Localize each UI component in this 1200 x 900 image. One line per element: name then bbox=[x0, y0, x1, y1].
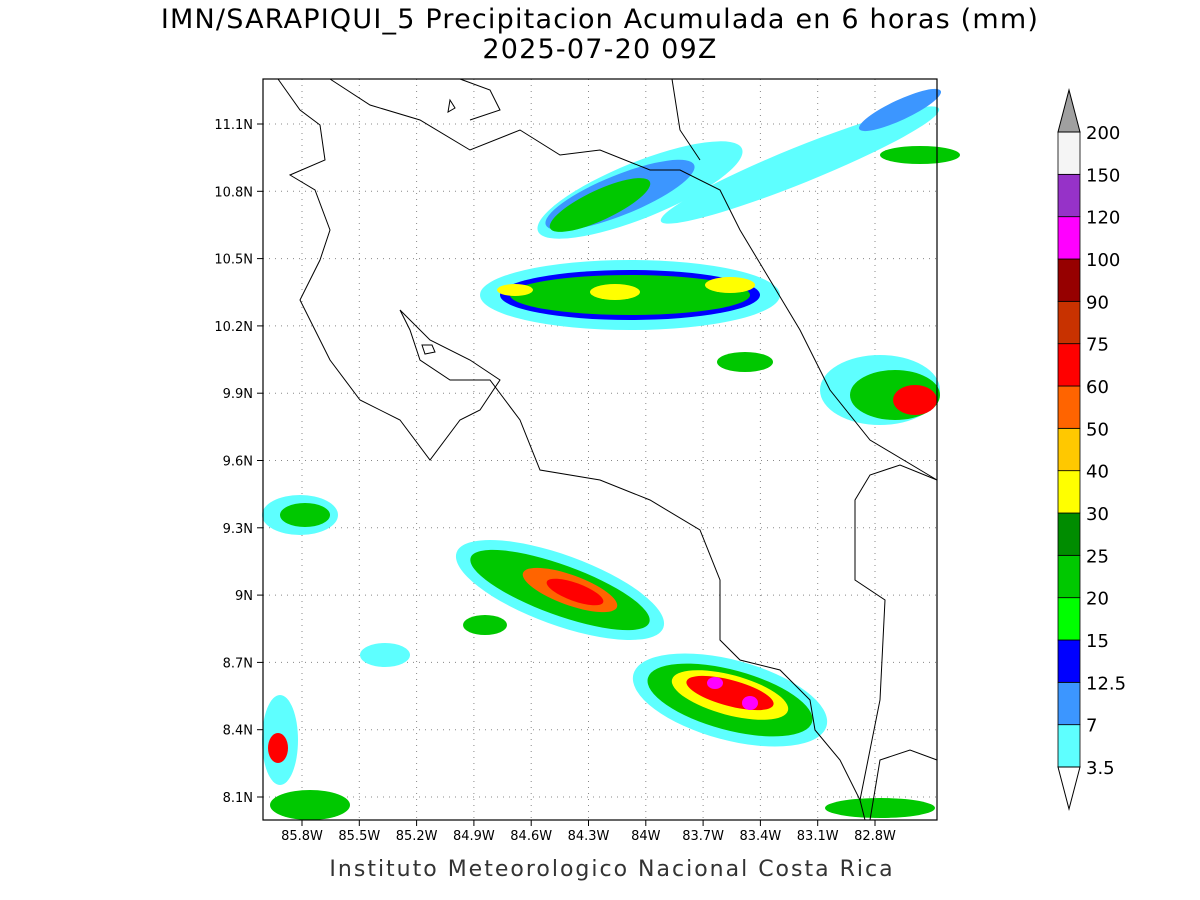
lon-tick-label: 84.3W bbox=[568, 829, 610, 844]
lat-tick-label: 11.1N bbox=[214, 118, 253, 133]
lat-tick-label: 9N bbox=[235, 589, 253, 604]
precip-area bbox=[270, 790, 350, 820]
subtitle: 2025-07-20 09Z bbox=[482, 34, 717, 65]
precip-area bbox=[660, 106, 940, 224]
colorbar-label: 20 bbox=[1086, 589, 1109, 610]
colorbar-box bbox=[1057, 470, 1081, 514]
colorbar-box bbox=[1057, 343, 1081, 387]
lon-tick-label: 82.8W bbox=[854, 829, 896, 844]
precip-area bbox=[705, 277, 755, 293]
coast bbox=[671, 78, 701, 161]
precip-south bbox=[262, 495, 935, 820]
lake bbox=[459, 78, 501, 121]
colorbar-box bbox=[1057, 216, 1081, 260]
colorbar-label: 50 bbox=[1086, 419, 1109, 440]
colorbar: 3.5 7 12.5 15 20 25 30 40 50 60 75 90 100 120 150 200 bbox=[1057, 88, 1126, 811]
lat-tick-label: 10.8N bbox=[214, 185, 253, 200]
precip-area bbox=[880, 146, 960, 164]
colorbar-label: 12.5 bbox=[1086, 673, 1126, 694]
precip-area bbox=[463, 615, 507, 635]
footer: Instituto Meteorologico Nacional Costa R… bbox=[329, 857, 894, 882]
colorbar-box bbox=[1057, 681, 1081, 726]
colorbar-label: 40 bbox=[1086, 462, 1109, 483]
precip-area bbox=[858, 88, 942, 132]
plot-frame bbox=[262, 78, 938, 821]
colorbar-under-arrow bbox=[1057, 766, 1081, 811]
colorbar-box bbox=[1057, 131, 1081, 175]
precip-area bbox=[742, 696, 758, 710]
lon-tick-label: 85.2W bbox=[396, 829, 438, 844]
colorbar-box bbox=[1057, 724, 1081, 768]
lat-tick-label: 8.7N bbox=[223, 656, 253, 671]
colorbar-label: 3.5 bbox=[1086, 758, 1115, 779]
lon-tick-label: 84.9W bbox=[453, 829, 495, 844]
border bbox=[329, 78, 938, 481]
precip-area bbox=[707, 677, 723, 689]
colorbar-label: 120 bbox=[1086, 208, 1120, 229]
precip-area bbox=[825, 798, 935, 818]
colorbar-label: 60 bbox=[1086, 377, 1109, 398]
colorbar-box bbox=[1057, 258, 1081, 302]
colorbar-box bbox=[1057, 173, 1081, 218]
panama-coast bbox=[869, 749, 938, 821]
lon-tick-label: 85.8W bbox=[281, 829, 323, 844]
grid: 8.1N 8.4N 8.7N 9N 9.3N 9.6N 9.9N 10.2N 10.5N 10.8… bbox=[214, 79, 937, 844]
colorbar-label: 7 bbox=[1086, 716, 1097, 737]
lon-tick-label: 84W bbox=[631, 829, 661, 844]
pacific-coast bbox=[277, 78, 866, 821]
colorbar-box bbox=[1057, 427, 1081, 472]
colorbar-box bbox=[1057, 639, 1081, 683]
colorbar-box bbox=[1057, 554, 1081, 599]
precipitation bbox=[262, 88, 960, 820]
lon-tick-label: 85.5W bbox=[338, 829, 380, 844]
lat-tick-label: 9.6N bbox=[223, 455, 253, 470]
precip-area bbox=[546, 578, 604, 606]
colorbar-label: 150 bbox=[1086, 165, 1120, 186]
lat-tick-label: 9.9N bbox=[223, 387, 253, 402]
colorbar-over-arrow bbox=[1057, 88, 1081, 133]
precip-north bbox=[480, 88, 960, 425]
lat-tick-label: 10.2N bbox=[214, 320, 253, 335]
colorbar-label: 15 bbox=[1086, 631, 1109, 652]
colorbar-label: 90 bbox=[1086, 292, 1109, 313]
precip-area bbox=[549, 178, 651, 232]
island bbox=[447, 98, 456, 113]
title: IMN/SARAPIQUI_5 Precipitacion Acumulada … bbox=[161, 4, 1039, 35]
precip-area bbox=[360, 643, 410, 667]
colorbar-label: 75 bbox=[1086, 335, 1109, 356]
island bbox=[421, 344, 436, 355]
colorbar-box bbox=[1057, 597, 1081, 641]
precip-area bbox=[280, 503, 330, 527]
colorbar-label: 200 bbox=[1086, 123, 1120, 144]
lon-tick-label: 83.1W bbox=[797, 829, 839, 844]
coastlines bbox=[277, 78, 938, 821]
lon-tick-label: 83.7W bbox=[682, 829, 724, 844]
precip-area bbox=[497, 284, 533, 296]
colorbar-box bbox=[1057, 300, 1081, 345]
lon-tick-label: 83.4W bbox=[739, 829, 781, 844]
precip-area bbox=[893, 385, 937, 415]
colorbar-label: 30 bbox=[1086, 504, 1109, 525]
lon-tick-label: 84.6W bbox=[510, 829, 552, 844]
lat-tick-label: 9.3N bbox=[223, 522, 253, 537]
lat-tick-label: 10.5N bbox=[214, 253, 253, 268]
colorbar-box bbox=[1057, 385, 1081, 429]
panama-coast bbox=[854, 464, 938, 801]
precip-area bbox=[717, 352, 773, 372]
lat-tick-label: 8.1N bbox=[223, 791, 253, 806]
precip-area bbox=[590, 284, 640, 300]
precip-area bbox=[268, 733, 288, 763]
lat-tick-label: 8.4N bbox=[223, 724, 253, 739]
colorbar-label: 25 bbox=[1086, 546, 1109, 567]
colorbar-label: 100 bbox=[1086, 250, 1120, 271]
colorbar-box bbox=[1057, 512, 1081, 556]
